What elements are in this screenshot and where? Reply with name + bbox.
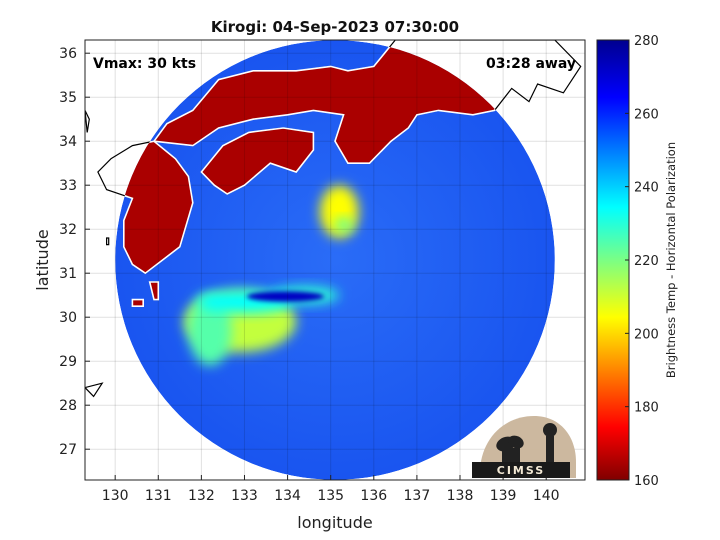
x-tick-label: 136 — [360, 488, 387, 504]
water-tower-leg — [546, 436, 554, 462]
x-axis-label: longitude — [297, 513, 372, 532]
time-away-label: 03:28 away — [486, 56, 576, 72]
y-tick-label: 27 — [59, 442, 77, 458]
logo-text: CIMSS — [497, 464, 545, 477]
x-tick-label: 133 — [231, 488, 258, 504]
x-tick-label: 130 — [102, 488, 129, 504]
y-tick-label: 35 — [59, 90, 77, 106]
y-tick-label: 29 — [59, 354, 77, 370]
y-tick-labels: 27 28 29 30 31 32 33 34 35 36 — [59, 46, 90, 458]
land-tanegashima — [149, 282, 159, 300]
y-tick-label: 30 — [59, 310, 77, 326]
coastline-outline-koshiki — [106, 237, 110, 246]
x-tick-labels: 130 131 132 133 134 135 136 137 138 139 140 — [102, 475, 560, 504]
grid-lines — [85, 40, 585, 480]
colorbar: 160 180 200 220 240 260 280 Brightness Temp - … — [596, 34, 678, 489]
building-icon — [502, 448, 520, 462]
x-tick-label: 134 — [274, 488, 301, 504]
y-tick-label: 32 — [59, 222, 77, 238]
radar-dish-icon-2 — [508, 435, 524, 449]
x-tick-label: 138 — [447, 488, 474, 504]
land-yakushima — [132, 299, 144, 307]
y-tick-label: 33 — [59, 178, 77, 194]
plot-area: 130 131 132 133 134 135 136 137 138 139 140 27 28 29… — [33, 39, 586, 532]
y-tick-label: 28 — [59, 398, 77, 414]
colorbar-tick-labels: 160 180 200 220 240 260 280 — [625, 34, 659, 489]
y-tick-label: 34 — [59, 134, 77, 150]
vmax-label: Vmax: 30 kts — [93, 56, 196, 72]
colorbar-tick-label: 180 — [634, 401, 659, 416]
coastline-yakushima — [131, 298, 144, 307]
precip-feature — [246, 291, 325, 302]
y-tick-label: 31 — [59, 266, 77, 282]
y-tick-label: 36 — [59, 46, 77, 62]
precipitation-features — [184, 185, 359, 366]
x-tick-label: 139 — [490, 488, 517, 504]
land-shikoku — [201, 128, 314, 194]
colorbar-tick-label: 160 — [634, 474, 659, 489]
x-tick-label: 137 — [404, 488, 431, 504]
precip-feature — [188, 295, 232, 366]
colorbar-tick-label: 240 — [634, 181, 659, 196]
coastline-tanegashima — [148, 281, 160, 301]
coastline-shikoku — [200, 127, 315, 195]
x-tick-label: 135 — [317, 488, 344, 504]
colorbar-tick-label: 220 — [634, 254, 659, 269]
coastline-outline-tsushima — [85, 110, 90, 133]
cimss-logo: CIMSS — [472, 416, 576, 478]
water-tower-icon — [543, 423, 557, 437]
colorbar-tick-label: 200 — [634, 327, 659, 342]
precip-feature — [335, 218, 353, 232]
logo-banner — [472, 462, 570, 478]
colorbar-gradient — [596, 39, 630, 481]
y-axis-label: latitude — [33, 229, 52, 290]
colorbar-label: Brightness Temp - Horizontal Polarizatio… — [664, 142, 678, 378]
colorbar-tick-label: 280 — [634, 34, 659, 49]
x-tick-label: 140 — [533, 488, 560, 504]
coastlines — [85, 40, 582, 398]
chart-title: Kirogi: 04-Sep-2023 07:30:00 — [211, 18, 459, 36]
coastline-outline-amami — [85, 382, 104, 398]
x-tick-label: 131 — [145, 488, 172, 504]
colorbar-tick-label: 260 — [634, 107, 659, 122]
plot-frame — [84, 39, 586, 481]
x-tick-label: 132 — [188, 488, 215, 504]
